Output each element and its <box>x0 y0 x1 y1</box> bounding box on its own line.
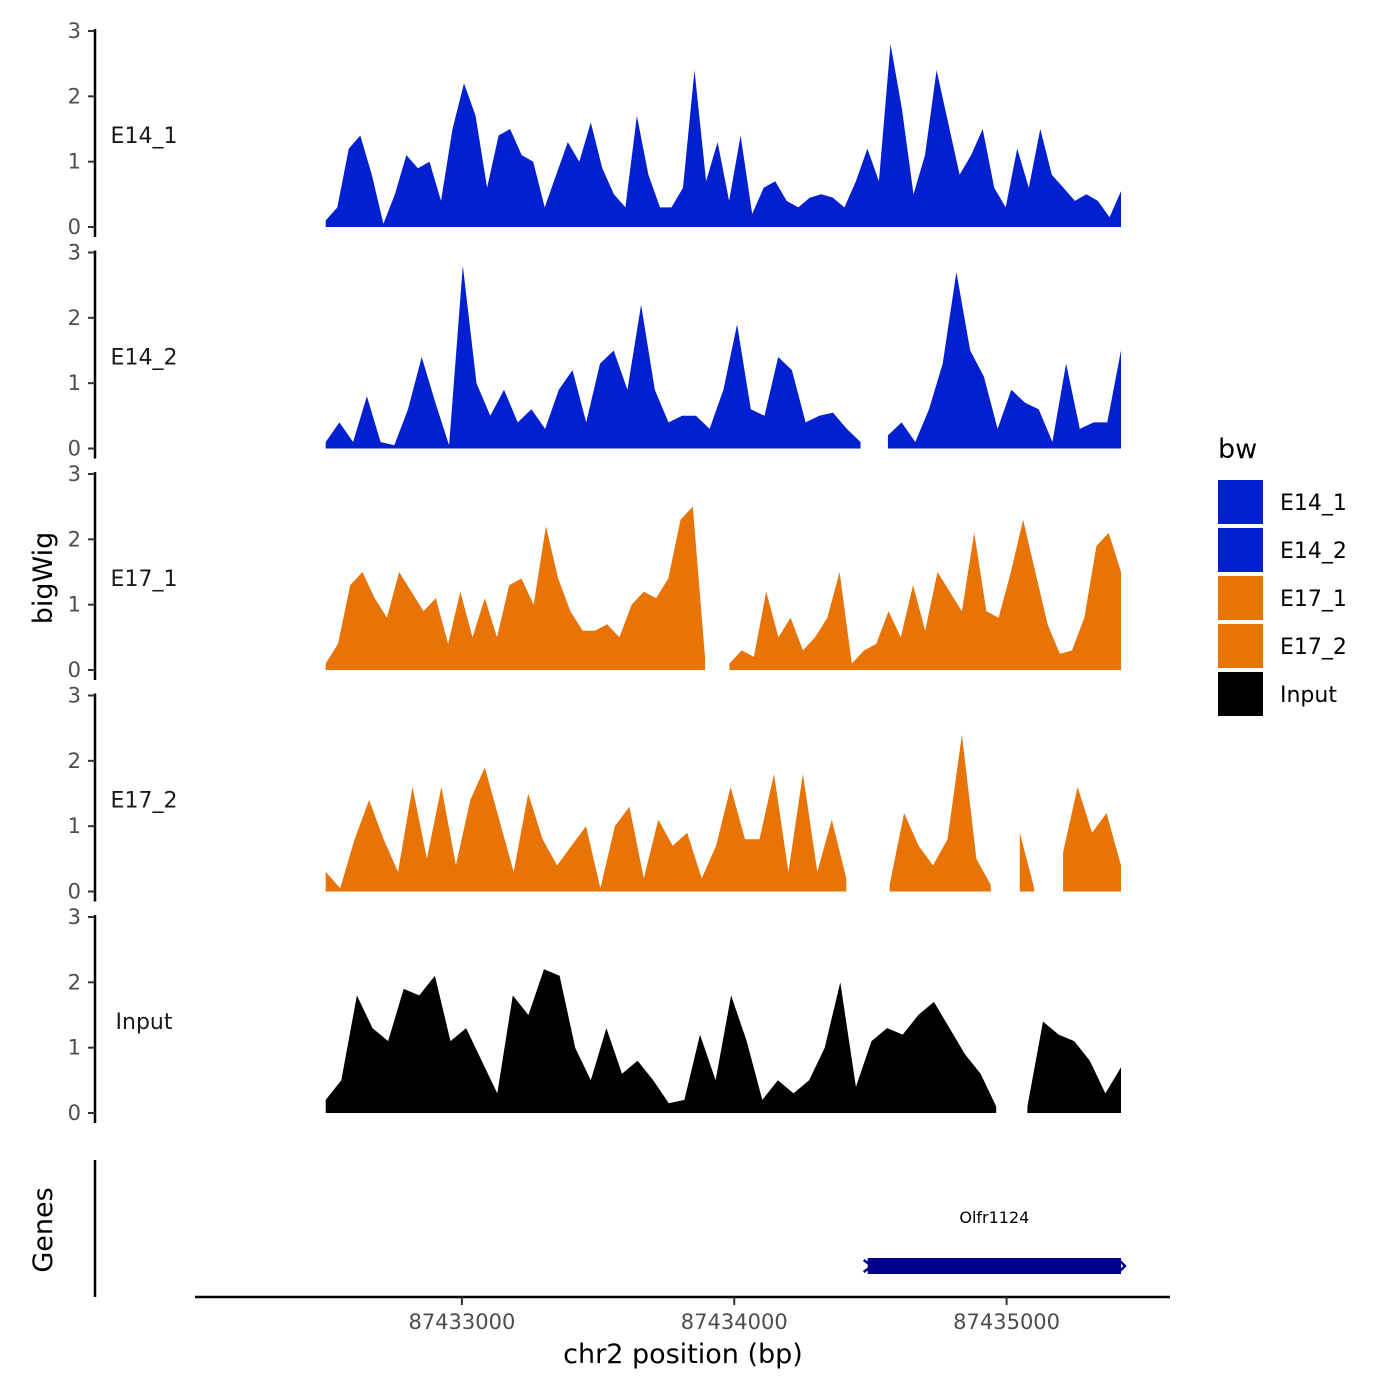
signal-area-Input <box>325 969 997 1113</box>
y-tick-label: 1 <box>68 814 81 838</box>
y-tick-label: 1 <box>68 150 81 174</box>
track-panel-E17_1: 0 1 2 3 E17_1 <box>68 462 1121 682</box>
y-tick-label: 1 <box>68 593 81 617</box>
y-tick-label: 3 <box>68 19 81 43</box>
y-tick-label: 2 <box>68 84 81 108</box>
y-tick-label: 0 <box>68 215 81 239</box>
x-axis-title: chr2 position (bp) <box>563 1339 803 1370</box>
track-label: E14_1 <box>111 124 178 149</box>
track-panel-E14_2: 0 1 2 3 E14_2 <box>68 241 1121 461</box>
y-tick-label: 0 <box>68 437 81 461</box>
y-tick-label: 3 <box>68 241 81 265</box>
x-tick-label: 87434000 <box>681 1310 788 1334</box>
x-tick-label: 87433000 <box>408 1310 515 1334</box>
signal-area-Input <box>1027 1021 1121 1113</box>
gene-strand-arrow <box>1118 1259 1127 1273</box>
legend: bw E14_1 E14_2 E17_1 E17_2 Input <box>1218 434 1347 716</box>
track-panel-E17_2: 0 1 2 3 E17_2 <box>68 684 1121 904</box>
y-tick-label: 0 <box>68 880 81 904</box>
signal-area-E14_1 <box>325 44 1121 227</box>
signal-area-E14_2 <box>887 272 1121 449</box>
signal-area-E17_2 <box>889 734 991 892</box>
y-tick-label: 1 <box>68 1036 81 1060</box>
genes-panel: Olfr1124 <box>93 1160 1127 1297</box>
y-tick-label: 3 <box>68 462 81 486</box>
y-tick-label: 3 <box>68 905 81 929</box>
y-tick-label: 2 <box>68 970 81 994</box>
signal-area-E17_2 <box>325 767 847 892</box>
y-tick-label: 0 <box>68 1101 81 1125</box>
legend-label: E17_1 <box>1280 587 1347 612</box>
gene-strand-arrow <box>862 1259 874 1273</box>
y-tick-label: 2 <box>68 749 81 773</box>
signal-area-E17_1 <box>325 506 705 670</box>
legend-swatch <box>1218 528 1263 572</box>
legend-swatch <box>1218 576 1263 620</box>
legend-swatch <box>1218 672 1263 716</box>
gene-body <box>867 1258 1121 1274</box>
track-panel-Input: 0 1 2 3 Input <box>68 905 1121 1125</box>
track-panels: 0 1 2 3 E14_1 0 1 2 3 E14_2 0 1 2 3 E17_1 0 1 2 3 E17_2 0 1 2 3… <box>68 19 1121 1125</box>
legend-label: E14_2 <box>1280 539 1347 564</box>
track-label: E14_2 <box>111 346 178 371</box>
x-tick-label: 87435000 <box>953 1310 1060 1334</box>
legend-title: bw <box>1218 434 1257 465</box>
legend-label: E17_2 <box>1280 635 1347 660</box>
signal-area-E14_2 <box>325 265 861 449</box>
genes-axis-title: Genes <box>28 1187 59 1272</box>
y-tick-label: 1 <box>68 371 81 395</box>
y-tick-label: 2 <box>68 527 81 551</box>
x-axis: 87433000 87434000 87435000 <box>195 1295 1170 1334</box>
y-tick-label: 3 <box>68 684 81 708</box>
y-axis-title: bigWig <box>28 532 59 625</box>
signal-area-E17_1 <box>729 519 1121 670</box>
track-label: Input <box>116 1010 173 1035</box>
y-tick-label: 0 <box>68 658 81 682</box>
track-label: E17_2 <box>111 789 178 814</box>
legend-label: E14_1 <box>1280 491 1347 516</box>
track-panel-E14_1: 0 1 2 3 E14_1 <box>68 19 1121 239</box>
gene-label: Olfr1124 <box>959 1208 1029 1227</box>
legend-swatch <box>1218 480 1263 524</box>
legend-label: Input <box>1280 683 1337 708</box>
legend-swatch <box>1218 624 1263 668</box>
signal-area-E17_2 <box>1063 787 1121 892</box>
y-tick-label: 2 <box>68 306 81 330</box>
signal-area-E17_2 <box>1019 832 1035 892</box>
track-label: E17_1 <box>111 567 178 592</box>
